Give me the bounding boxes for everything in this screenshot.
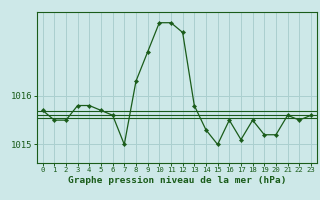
X-axis label: Graphe pression niveau de la mer (hPa): Graphe pression niveau de la mer (hPa) — [68, 176, 286, 185]
